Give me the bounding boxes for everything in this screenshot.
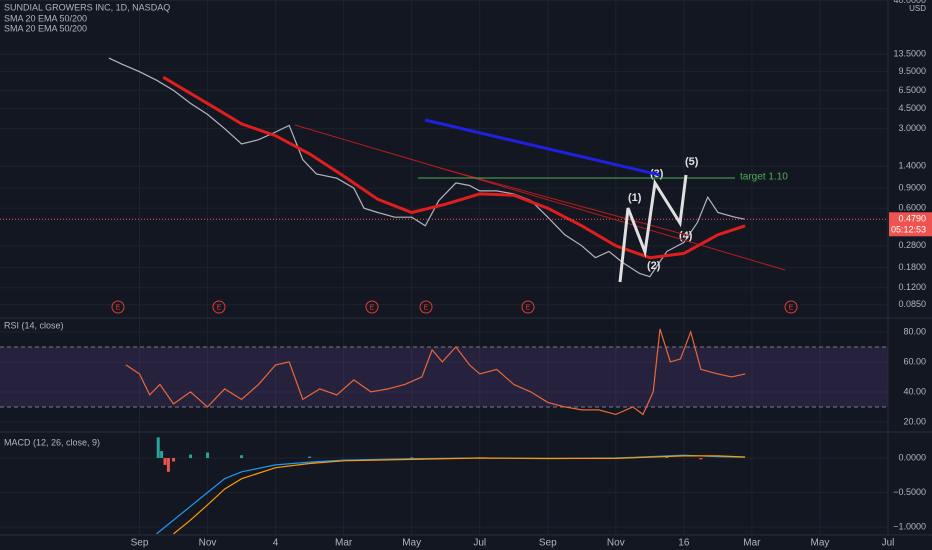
annotation: (1) [628,192,642,204]
drawings [294,118,786,283]
x-tick-label: Sep [131,538,149,549]
y-tick-label: −1.0000 [893,521,926,531]
x-tick-label: 16 [678,538,690,549]
histogram-bar [410,457,414,459]
y-tick-label: 0.2800 [898,240,926,250]
histogram-bar [240,455,244,459]
series-line [108,57,746,278]
x-tick-label: Nov [199,538,217,549]
earnings-label: E [370,304,375,311]
x-tick-label: Jul [882,538,895,549]
pane [0,328,888,416]
earnings-marker [212,300,226,314]
histogram-bar [156,437,160,459]
y-tick-label: 0.1200 [898,282,926,292]
pane-title: RSI (14, close) [4,320,64,330]
histogram-bar [206,452,210,459]
earnings-marker [111,300,125,314]
x-tick-label: May [402,538,421,549]
y-tick-label: 20.00 [903,416,926,426]
earnings-marker [365,300,379,314]
series-line [125,328,746,416]
earnings-label: E [217,304,222,311]
annotation: (4) [679,230,693,242]
grid [0,0,889,535]
plot: target 1.10(1)(2)(3)(4)(5)E E E E E E [0,57,888,535]
histogram-bar [699,458,703,460]
annotation: target 1.10 [740,172,788,183]
y-tick-label: 1.4000 [898,161,926,171]
y-tick-label: 0.1800 [898,262,926,272]
wave [618,174,688,283]
x-tick-label: Nov [607,538,625,549]
histogram-bar [163,458,167,465]
earnings-marker [784,300,798,314]
trend-line [294,124,786,271]
x-tick-label: Jul [473,538,486,549]
y-tick-label: 0.9000 [898,182,926,192]
x-tick-label: Mar [743,538,761,549]
earnings-label: E [789,304,794,311]
y-tick-label: 80.00 [903,326,926,336]
series-line [162,75,746,260]
y-tick-label: 40.00 [903,386,926,396]
chart-title: SUNDIAL GROWERS INC, 1D, NASDAQ [4,2,170,12]
y-tick-label: 60.00 [903,356,926,366]
histogram-bar [160,451,164,459]
axis: Sep Nov 4 Mar May Jul Sep Nov 16 Mar May Jul 40.0000… [131,0,932,549]
earnings-label: E [424,304,429,311]
x-tick-label: Sep [539,538,557,549]
rsi-band [0,346,888,407]
y-tick-label: 0.6000 [898,203,926,213]
y-tick-label: 6.5000 [898,85,926,95]
y-tick-label: 0.0850 [898,299,926,309]
histogram-bar [166,458,170,472]
histogram-bar [172,458,176,462]
y-tick-label: 0.0000 [898,452,926,462]
earnings-label: E [116,304,121,311]
x-tick-label: 4 [273,538,279,549]
y-tick-label: 40.0000 [893,0,926,5]
pane-title: MACD (12, 26, close, 9) [4,437,100,447]
pane [156,437,746,535]
x-tick-label: Mar [335,538,353,549]
earnings-marker [521,300,535,314]
annotation: (5) [685,156,699,168]
earnings-marker [419,300,433,314]
price-tag-label: 0.4790 [898,214,926,224]
indicator-label: SMA 20 EMA 50/200 [4,23,87,33]
y-tick-label: 4.5000 [898,103,926,113]
annotation: (2) [647,260,661,272]
trend-line [424,118,661,177]
y-tick-label: −0.5000 [893,487,926,497]
y-tick-label: 9.5000 [898,66,926,76]
indicator-label: SMA 20 EMA 50/200 [4,13,87,23]
y-tick-label: 13.5000 [893,49,926,59]
currency: USD [909,4,926,13]
pane [0,57,888,278]
histogram-bar [189,454,193,459]
x-tick-label: May [811,538,830,549]
histogram-bar [308,456,312,459]
series-line [173,455,746,535]
y-tick-label: 3.0000 [898,123,926,133]
earnings-label: E [526,304,531,311]
countdown: 05:12:53 [891,225,926,235]
price-tag [889,212,932,237]
